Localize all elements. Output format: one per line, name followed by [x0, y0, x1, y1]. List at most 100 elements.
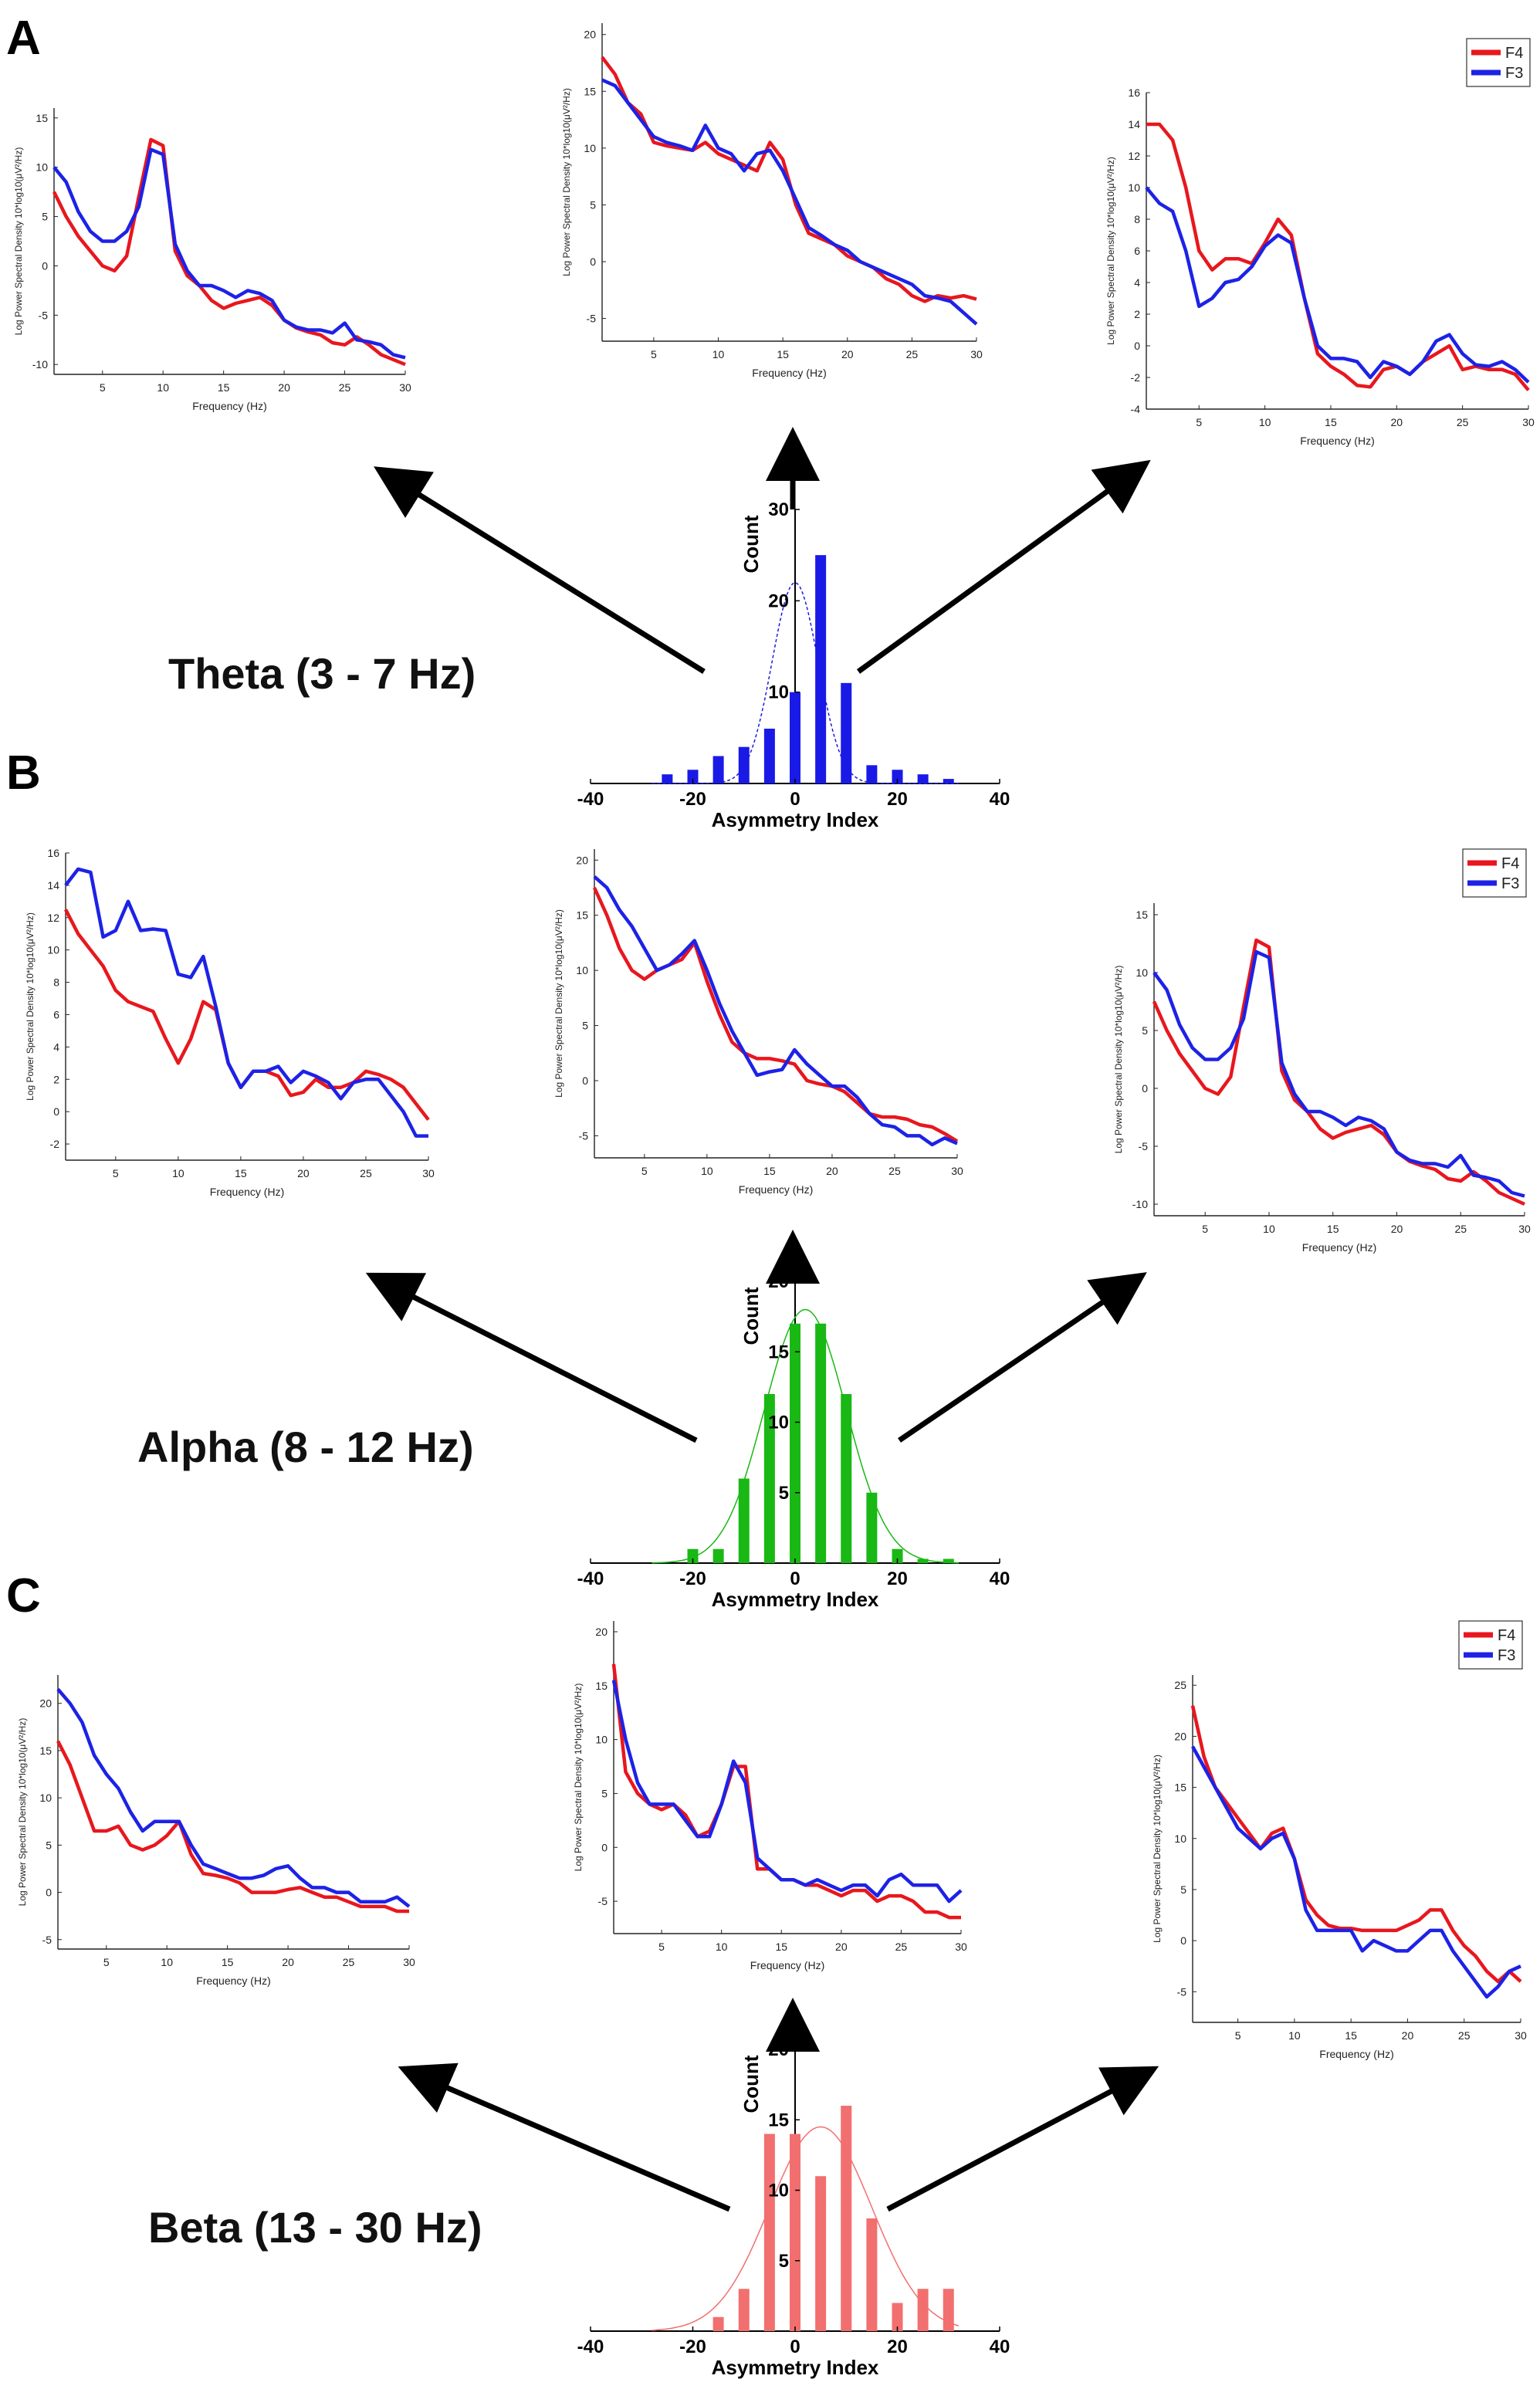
chart-b-right: 5 10 15 20 25 30 -10 -5 0 5 10 15 Frequency (Hz) Log …	[1113, 848, 1531, 1254]
y-tick-label: -5	[1177, 1985, 1187, 1998]
y-tick-label: -5	[42, 1934, 52, 1946]
y-tick-label: -5	[1139, 1140, 1149, 1152]
x-tick-label: 15	[1345, 2029, 1357, 2042]
chart-a-hist: -40 -20 0 20 40 10 20 30 Asymmetry Index Count	[577, 499, 1010, 831]
x-tick-label: 40	[990, 789, 1010, 810]
chart-b-mid: 5 10 15 20 25 30 -5 0 5 10 15 20 Frequency (Hz) Log P…	[553, 849, 963, 1196]
chart-b-left: 5 10 15 20 25 30 -2 0 2 4 6 8 10 12 14 16 Frequency (Hz)…	[25, 847, 435, 1198]
histogram-bar	[943, 1558, 954, 1563]
series-line-f4	[1190, 1705, 1522, 1984]
x-tick-label: 5	[1196, 416, 1202, 428]
x-axis-label: Asymmetry Index	[712, 1588, 879, 1611]
x-tick-label: 30	[951, 1165, 963, 1177]
histogram-bar	[943, 779, 954, 783]
series-line-f3	[56, 1687, 411, 1908]
x-tick-label: 10	[161, 1956, 173, 1968]
y-tick-label: 15	[39, 1744, 52, 1757]
x-tick-label: 30	[399, 381, 411, 394]
histogram-bar	[892, 770, 903, 783]
x-tick-label: -20	[679, 789, 706, 810]
x-tick-label: 15	[218, 381, 230, 394]
x-axis-label: Frequency (Hz)	[1302, 1241, 1376, 1254]
series-line-f3	[1191, 1745, 1521, 1999]
series-line-f3	[1145, 186, 1530, 384]
y-tick-label: 0	[582, 1074, 588, 1087]
x-tick-label: 10	[157, 381, 169, 394]
y-tick-label: 15	[1136, 909, 1148, 921]
panel-letter-a: A	[6, 12, 41, 65]
x-tick-label: 20	[278, 381, 290, 394]
series-line-f3	[601, 78, 978, 326]
chart-c-left: 5 10 15 20 25 30 -5 0 5 10 15 20 Frequency (Hz) Log P…	[17, 1675, 415, 1987]
histogram-bar	[815, 555, 827, 783]
histogram-bar	[687, 770, 699, 783]
x-tick-label: 20	[887, 1568, 908, 1589]
legend-label: F4	[1498, 1627, 1515, 1644]
arrows-layer	[365, 427, 1159, 2212]
legend-box	[1462, 848, 1527, 898]
x-tick-label: -40	[577, 1568, 604, 1589]
series-line-f3	[64, 867, 428, 1138]
histogram-bar	[712, 2316, 724, 2331]
series-line-f4	[52, 137, 406, 367]
legend-box	[1458, 1620, 1523, 1670]
y-tick-label: -5	[587, 313, 597, 325]
series-line-f3	[52, 147, 406, 360]
y-tick-label: 12	[47, 912, 59, 924]
series-line-f4	[592, 887, 959, 1143]
x-tick-label: 20	[297, 1167, 310, 1179]
x-tick-label: 5	[641, 1165, 648, 1177]
band-label-b: Alpha (8 - 12 Hz)	[137, 1423, 474, 1471]
y-tick-label: -4	[1131, 403, 1141, 415]
x-tick-label: 15	[1325, 416, 1337, 428]
y-tick-label: 20	[768, 2039, 789, 2060]
y-tick-label: 20	[1174, 1730, 1186, 1742]
histogram-bar	[815, 1323, 827, 1563]
y-tick-label: 10	[595, 1734, 608, 1746]
y-tick-label: 10	[768, 682, 789, 703]
y-tick-label: 2	[1134, 308, 1140, 320]
y-axis-label: Log Power Spectral Density 10*log10(μV²/…	[573, 1684, 584, 1872]
y-tick-label: 10	[768, 1413, 789, 1433]
y-axis-label: Log Power Spectral Density 10*log10(μV²/…	[1152, 1755, 1163, 1943]
y-tick-label: 5	[779, 1483, 789, 1504]
x-tick-label: 10	[712, 348, 725, 360]
y-tick-label: 10	[47, 944, 59, 956]
y-tick-label: 15	[576, 909, 588, 922]
x-tick-label: 15	[763, 1165, 776, 1177]
x-tick-label: 25	[339, 381, 351, 394]
histogram-bar	[738, 1478, 750, 1563]
x-tick-label: 30	[1518, 1223, 1531, 1235]
chart-c-right: 5 10 15 20 25 30 -5 0 5 10 15 20 25 Frequency (Hz) Log…	[1152, 1620, 1527, 2060]
y-tick-label: 5	[1180, 1883, 1186, 1896]
x-axis-label: Asymmetry Index	[712, 2356, 879, 2379]
y-tick-label: 15	[768, 1342, 789, 1362]
y-tick-label: 30	[768, 499, 789, 520]
histogram-bar	[841, 2106, 852, 2331]
histogram-bar	[815, 2176, 827, 2331]
histogram-bar	[712, 1548, 724, 1563]
x-tick-label: 5	[1202, 1223, 1208, 1235]
y-tick-label: 4	[53, 1041, 59, 1053]
y-tick-label: 10	[576, 964, 588, 976]
y-tick-label: 8	[1134, 213, 1140, 225]
series-line-f4	[56, 1740, 409, 1914]
y-tick-label: 0	[1134, 340, 1140, 352]
series-line-f4	[64, 909, 430, 1121]
legend-label: F3	[1498, 1647, 1515, 1664]
arrow-4	[365, 1272, 698, 1443]
y-axis-label: Log Power Spectral Density 10*log10(μV²/…	[561, 88, 572, 276]
x-tick-label: 40	[990, 1568, 1010, 1589]
y-tick-label: 6	[53, 1008, 59, 1020]
x-axis-label: Frequency (Hz)	[210, 1186, 284, 1198]
histogram-bar	[687, 1548, 699, 1563]
x-tick-label: -40	[577, 2337, 604, 2357]
y-tick-label: 12	[1128, 150, 1140, 162]
y-tick-label: 10	[584, 142, 596, 154]
x-tick-label: 15	[235, 1167, 247, 1179]
x-tick-label: 10	[701, 1165, 713, 1177]
x-axis-label: Frequency (Hz)	[752, 367, 826, 379]
y-tick-label: -5	[39, 309, 49, 321]
